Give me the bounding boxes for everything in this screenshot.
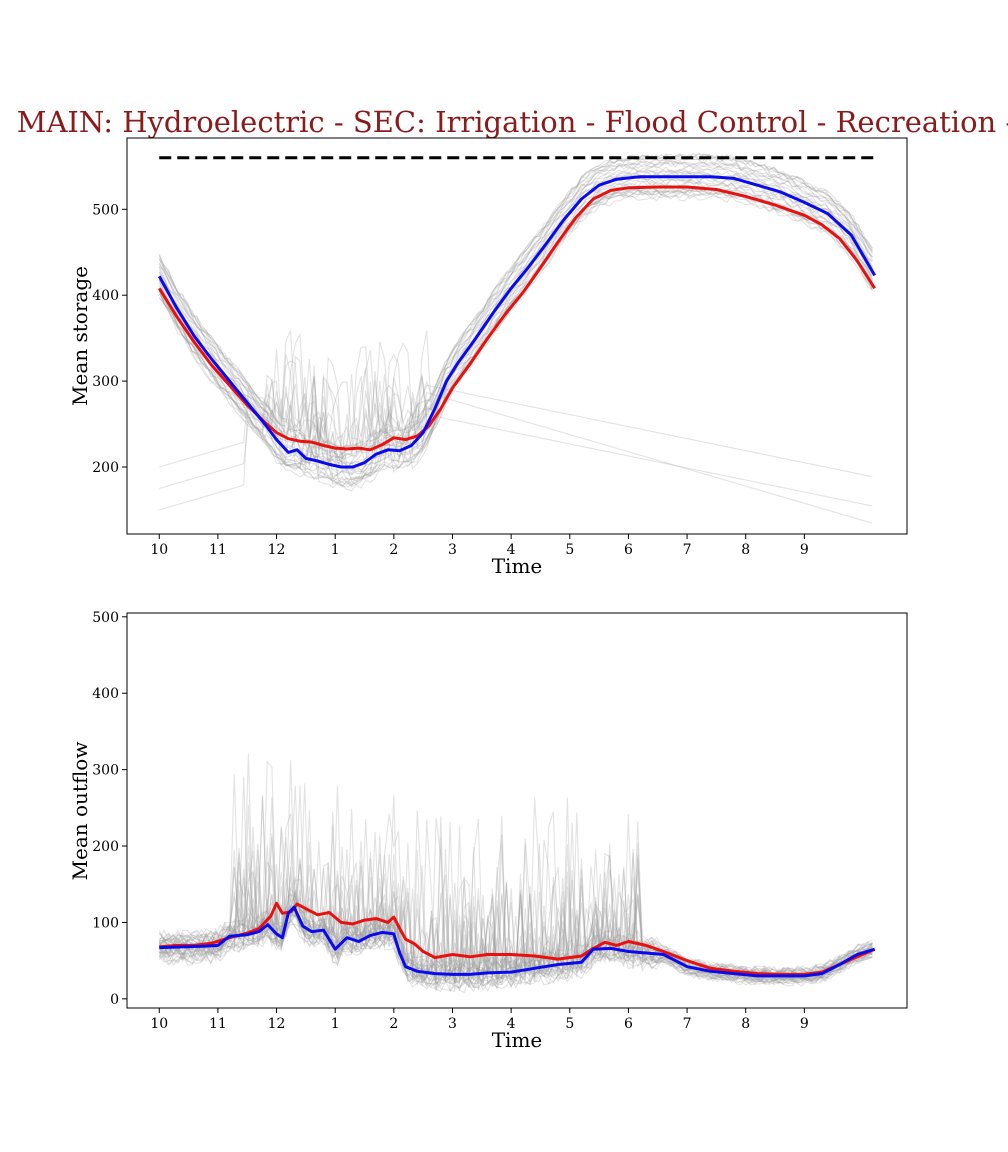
outflow-series-lines	[159, 901, 876, 978]
y-tick-label: 200	[92, 839, 119, 855]
ensemble-trace	[158, 892, 873, 973]
ensemble-trace	[158, 156, 873, 454]
ensemble-trace	[158, 153, 873, 449]
ensemble-trace	[159, 906, 873, 988]
ensemble-trace	[158, 188, 873, 480]
x-tick-label: 11	[209, 542, 227, 558]
ensemble-trace	[158, 159, 873, 458]
x-tick-label: 1	[331, 1016, 340, 1032]
y-tick-label: 500	[92, 610, 119, 626]
y-tick-label: 0	[110, 992, 119, 1008]
outflow-x-axis-label: Time	[492, 1028, 543, 1052]
storage-series-red-line	[158, 185, 876, 452]
storage-y-axis: 200 300 400 500	[92, 202, 127, 476]
y-tick-label: 100	[92, 915, 119, 931]
ensemble-trace	[159, 860, 873, 987]
x-tick-label: 3	[448, 1016, 457, 1032]
x-tick-label: 4	[507, 542, 516, 558]
x-tick-label: 6	[624, 542, 633, 558]
ensemble-trace	[158, 185, 873, 482]
storage-series-lines	[157, 175, 876, 469]
ensemble-trace	[158, 179, 873, 476]
x-tick-label: 7	[683, 542, 692, 558]
y-tick-label: 300	[92, 374, 119, 390]
x-tick-label: 2	[389, 542, 398, 558]
storage-series-blue-line	[157, 175, 876, 469]
ensemble-trace	[158, 753, 873, 974]
x-tick-label: 10	[150, 542, 168, 558]
y-tick-label: 300	[92, 763, 119, 779]
ensemble-trace	[159, 384, 873, 478]
outflow-y-axis: 0 100 200 300 400 500	[92, 610, 127, 1008]
ensemble-trace	[158, 165, 873, 458]
ensemble-trace	[158, 804, 873, 994]
y-tick-label: 500	[92, 202, 119, 218]
x-tick-label: 12	[268, 1016, 286, 1032]
x-tick-label: 8	[741, 1016, 750, 1032]
ensemble-trace	[158, 152, 873, 449]
outflow-plot-frame	[126, 612, 908, 1009]
x-tick-label: 4	[507, 1016, 516, 1032]
ensemble-trace	[158, 188, 873, 486]
ensemble-trace	[159, 907, 873, 988]
ensemble-trace	[158, 161, 873, 460]
y-tick-label: 400	[92, 686, 119, 702]
ensemble-trace	[159, 875, 873, 974]
ensemble-trace	[158, 153, 873, 451]
x-tick-label: 11	[209, 1016, 227, 1032]
storage-x-axis: 10 11 12 1 2 3 4 5 6 7 8 9	[150, 534, 809, 558]
x-tick-label: 9	[800, 542, 809, 558]
storage-y-axis-label: Mean storage	[68, 266, 92, 406]
storage-x-axis-label: Time	[492, 554, 543, 578]
x-tick-label: 3	[448, 542, 457, 558]
x-tick-label: 5	[565, 1016, 574, 1032]
outflow-x-axis: 10 11 12 1 2 3 4 5 6 7 8 9	[150, 1008, 809, 1032]
ensemble-trace	[159, 413, 873, 507]
ensemble-trace	[159, 371, 873, 524]
ensemble-trace	[158, 178, 873, 476]
ensemble-trace	[159, 885, 873, 987]
ensemble-trace	[158, 813, 873, 975]
ensemble-trace	[159, 844, 873, 984]
x-tick-label: 7	[683, 1016, 692, 1032]
ensemble-trace	[158, 904, 873, 983]
x-tick-label: 9	[800, 1016, 809, 1032]
ensemble-trace	[159, 843, 873, 975]
figure-title: MAIN: Hydroelectric - SEC: Irrigation - …	[17, 105, 1008, 139]
x-tick-label: 6	[624, 1016, 633, 1032]
ensemble-trace	[158, 193, 873, 492]
ensemble-trace	[158, 159, 873, 456]
x-tick-label: 1	[331, 542, 340, 558]
ensemble-trace	[158, 184, 873, 482]
y-tick-label: 200	[92, 460, 119, 476]
outflow-y-axis-label: Mean outflow	[68, 742, 92, 881]
x-tick-label: 8	[741, 542, 750, 558]
y-tick-label: 400	[92, 288, 119, 304]
ensemble-trace	[159, 794, 873, 992]
ensemble-trace	[158, 868, 873, 974]
ensemble-trace	[158, 161, 873, 459]
ensemble-trace	[158, 166, 873, 464]
ensemble-trace	[158, 857, 873, 988]
ensemble-trace	[158, 835, 873, 993]
ensemble-trace	[158, 153, 873, 447]
ensemble-trace	[158, 795, 873, 977]
outflow-series-red-line	[159, 901, 876, 976]
storage-plot-frame	[126, 137, 908, 535]
ensemble-trace	[158, 152, 873, 449]
x-tick-label: 10	[150, 1016, 168, 1032]
x-tick-label: 5	[565, 542, 574, 558]
outflow-series-blue-line	[159, 905, 876, 978]
x-tick-label: 2	[389, 1016, 398, 1032]
ensemble-trace	[158, 875, 873, 992]
ensemble-trace	[158, 186, 873, 480]
ensemble-trace	[159, 866, 873, 985]
ensemble-trace	[158, 851, 873, 992]
x-tick-label: 12	[268, 542, 286, 558]
